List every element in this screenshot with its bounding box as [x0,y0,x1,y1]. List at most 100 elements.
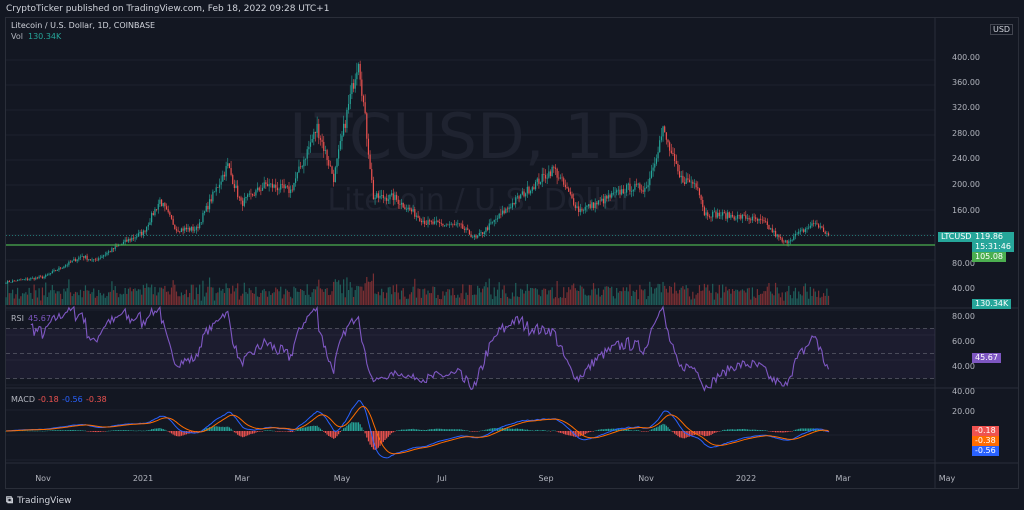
macd-histogram-bar [581,431,583,436]
macd-histogram-bar [391,431,393,434]
volume-bar [10,293,12,305]
volume-bar [774,282,777,305]
macd-histogram-bar [715,431,717,433]
volume-bar [546,294,548,305]
candle-body [584,206,586,211]
macd-histogram-bar [88,431,90,432]
volume-bar [420,297,423,305]
volume-bar [778,293,780,305]
volume-bar [369,281,371,305]
macd-histogram-bar [604,428,606,431]
macd-histogram-bar [119,430,121,431]
macd-histogram-bar [93,431,95,432]
macd-histogram-bar [169,431,171,433]
volume-bar [434,286,436,305]
volume-bar [207,286,209,305]
candle-body [227,163,229,167]
macd-histogram-bar [412,428,414,431]
candle-body [496,218,499,220]
volume-bar [386,292,388,305]
candle-body [606,196,608,199]
macd-histogram-bar [624,429,626,431]
candle-body [518,196,520,199]
macd-histogram-bar [470,431,472,432]
rsi-line [30,305,830,392]
macd-histogram-bar [136,430,138,432]
volume-bar [688,296,691,305]
macd-histogram-bar [247,431,249,436]
macd-histogram-bar [592,431,595,432]
macd-histogram-bar [488,428,490,431]
volume-bar [177,296,179,305]
macd-histogram-bar [333,431,335,439]
volume-bar [733,291,735,305]
candle-body [809,225,811,228]
volume-bar [58,291,60,305]
symbol-description[interactable]: Litecoin / U.S. Dollar, 1D, COINBASE [11,21,156,30]
macd-histogram-bar [197,431,199,432]
currency-button[interactable]: USD [990,24,1014,35]
volume-bar [48,292,50,305]
volume-bar [523,293,525,305]
candle-body [131,237,133,241]
tradingview-logo[interactable]: ⧉ TradingView [6,495,72,506]
candle-body [23,279,25,280]
volume-bar [389,286,391,305]
macd-histogram-bar [104,431,106,432]
macd-histogram-bar [243,431,245,437]
candle-body [695,183,697,188]
macd-histogram-bar [415,429,418,431]
candle-body [83,256,85,258]
volume-bar [93,288,95,305]
macd-histogram-bar [338,431,340,435]
macd-histogram-bar [515,428,517,431]
macd-histogram-bar [543,430,545,431]
volume-bar [738,291,740,305]
volume-bar [468,284,470,305]
candle-body [513,202,515,205]
candle-body [134,237,136,239]
candle-body [76,259,78,262]
candle-body [344,123,346,128]
macd-histogram-bar [410,429,413,431]
candle-body [81,256,83,257]
macd-histogram-bar [116,430,118,431]
volume-bar [61,298,63,305]
macd-histogram-bar [743,428,745,431]
macd-histogram-bar [530,430,532,431]
candle-body [33,278,35,280]
candle-body [117,245,120,247]
volume-bar [200,300,202,305]
volume-bar [344,297,346,305]
volume-bar [347,290,350,305]
volume-bar [635,289,638,305]
candle-body [43,276,45,279]
volume-bar [210,287,212,305]
volume-bar [477,285,479,305]
macd-histogram-bar [117,430,120,431]
volume-bar [819,297,821,305]
candle-body [596,202,598,205]
volume-bar [361,286,363,305]
candle-body [617,189,619,191]
volume-bar [45,282,47,305]
volume-bar [498,282,500,305]
macd-histogram-bar [397,430,399,431]
volume-bar [170,287,173,305]
candle-body [187,228,189,230]
macd-histogram-bar [455,429,457,431]
macd-histogram-bar [695,431,697,435]
candle-body [702,199,704,208]
candle-body [103,255,105,257]
volume-bar [801,295,803,305]
macd-histogram-bar [468,430,470,432]
candle-body [556,168,558,178]
macd-histogram-bar [596,430,598,431]
candle-body [535,181,537,190]
volume-bar [776,287,778,305]
volume-bar [402,288,404,305]
candle-body [144,230,146,232]
candle-body [637,183,639,185]
volume-bar [202,280,204,305]
